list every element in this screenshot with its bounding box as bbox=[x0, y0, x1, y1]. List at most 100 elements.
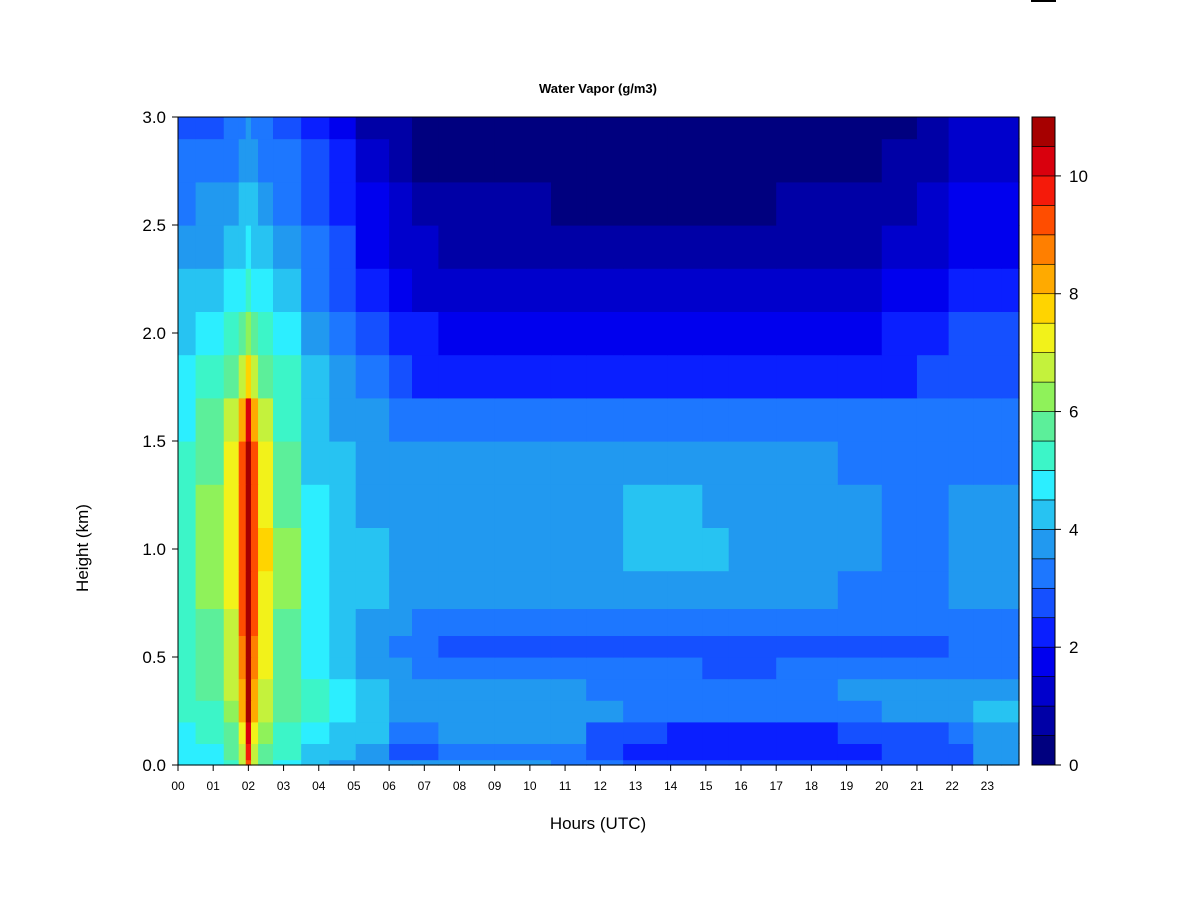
heatmap-cell bbox=[728, 759, 777, 766]
heatmap-cell bbox=[916, 721, 950, 744]
heatmap-cell bbox=[728, 527, 777, 572]
heatmap-cell bbox=[948, 138, 974, 183]
heatmap-cell bbox=[273, 570, 302, 609]
x-tick-label: 23 bbox=[981, 779, 995, 793]
heatmap-cell bbox=[973, 268, 1003, 312]
heatmap-cell bbox=[916, 570, 950, 609]
x-tick-label: 02 bbox=[242, 779, 256, 793]
heatmap-cell bbox=[245, 570, 252, 609]
heatmap-cell bbox=[251, 354, 259, 399]
heatmap-cell bbox=[389, 743, 413, 761]
heatmap-cell bbox=[438, 397, 496, 442]
heatmap-cell bbox=[837, 225, 883, 269]
heatmap-cell bbox=[251, 759, 259, 766]
heatmap-cell bbox=[238, 268, 247, 312]
heatmap-cell bbox=[728, 721, 777, 744]
heatmap-cell bbox=[301, 354, 330, 399]
heatmap-cell bbox=[389, 700, 413, 723]
heatmap-cell bbox=[881, 138, 918, 183]
heatmap-cell bbox=[195, 527, 225, 572]
heatmap-cell bbox=[178, 354, 197, 399]
heatmap-cell bbox=[195, 138, 225, 183]
heatmap-cell bbox=[623, 117, 668, 140]
heatmap-cell bbox=[245, 657, 252, 680]
heatmap-cell bbox=[412, 441, 439, 485]
heatmap-cell bbox=[550, 678, 587, 701]
heatmap-cell bbox=[438, 441, 496, 485]
colorbar-swatch bbox=[1031, 234, 1056, 265]
heatmap-cell bbox=[623, 721, 668, 744]
heatmap-cell bbox=[355, 181, 390, 226]
heatmap-cell bbox=[973, 657, 1003, 680]
heatmap-cell bbox=[251, 743, 259, 761]
heatmap-cell bbox=[389, 721, 413, 744]
heatmap-cell bbox=[776, 138, 839, 183]
heatmap-cell bbox=[494, 397, 552, 442]
heatmap-cell bbox=[494, 678, 552, 701]
heatmap-cell bbox=[948, 721, 974, 744]
x-tick-label: 13 bbox=[629, 779, 643, 793]
heatmap-cell bbox=[586, 759, 624, 766]
x-tick-label: 11 bbox=[559, 779, 572, 793]
heatmap-cell bbox=[245, 484, 252, 528]
heatmap-cell bbox=[776, 354, 839, 399]
heatmap-cell bbox=[916, 678, 950, 701]
heatmap-cell bbox=[550, 759, 587, 766]
heatmap-cell bbox=[412, 181, 439, 226]
y-tick-label: 2.0 bbox=[142, 324, 166, 343]
heatmap-cell bbox=[273, 484, 302, 528]
heatmap-cell bbox=[258, 117, 274, 140]
heatmap-cell bbox=[412, 635, 439, 658]
heatmap-cell bbox=[251, 608, 259, 636]
heatmap-cell bbox=[881, 759, 918, 766]
heatmap-cell bbox=[389, 138, 413, 183]
heatmap-cell bbox=[494, 138, 552, 183]
heatmap-cell bbox=[776, 608, 839, 636]
heatmap-cell bbox=[258, 759, 274, 766]
heatmap-cell bbox=[916, 354, 950, 399]
heatmap-cell bbox=[586, 700, 624, 723]
heatmap-cell bbox=[667, 678, 703, 701]
heatmap-cell bbox=[223, 743, 240, 761]
heatmap-cell bbox=[329, 181, 357, 226]
heatmap-cell bbox=[623, 354, 668, 399]
heatmap-cell bbox=[881, 311, 918, 356]
heatmap-cell bbox=[245, 268, 252, 312]
heatmap-cell bbox=[550, 441, 587, 485]
heatmap-cell bbox=[776, 700, 839, 723]
heatmap-cell bbox=[438, 225, 496, 269]
heatmap-cell bbox=[195, 311, 225, 356]
heatmap-cell bbox=[238, 635, 247, 658]
heatmap-cell bbox=[1001, 441, 1020, 485]
heatmap-cell bbox=[728, 570, 777, 609]
heatmap-cell bbox=[178, 181, 197, 226]
colorbar-swatch bbox=[1031, 440, 1056, 471]
heatmap-cell bbox=[916, 743, 950, 761]
heatmap-cell bbox=[223, 635, 240, 658]
heatmap-cell bbox=[438, 484, 496, 528]
heatmap-cell bbox=[329, 743, 357, 761]
heatmap-cell bbox=[245, 608, 252, 636]
heatmap-cell bbox=[238, 657, 247, 680]
heatmap-cell bbox=[494, 484, 552, 528]
heatmap-cell bbox=[329, 268, 357, 312]
heatmap-cell bbox=[412, 311, 439, 356]
heatmap-cell bbox=[494, 759, 552, 766]
heatmap-cell bbox=[258, 225, 274, 269]
heatmap-cell bbox=[245, 117, 252, 140]
heatmap-cell bbox=[550, 721, 587, 744]
heatmap-cell bbox=[301, 743, 330, 761]
heatmap-cell bbox=[389, 759, 413, 766]
heatmap-cell bbox=[178, 678, 197, 701]
heatmap-cell bbox=[355, 225, 390, 269]
heatmap-cell bbox=[776, 657, 839, 680]
heatmap-cell bbox=[238, 743, 247, 761]
heatmap-cell bbox=[586, 441, 624, 485]
heatmap-cell bbox=[973, 138, 1003, 183]
heatmap-cell bbox=[973, 608, 1003, 636]
heatmap-cell bbox=[245, 225, 252, 269]
heatmap-cell bbox=[301, 700, 330, 723]
heatmap-cell bbox=[412, 700, 439, 723]
heatmap-cell bbox=[389, 354, 413, 399]
colorbar-swatch bbox=[1031, 617, 1056, 648]
